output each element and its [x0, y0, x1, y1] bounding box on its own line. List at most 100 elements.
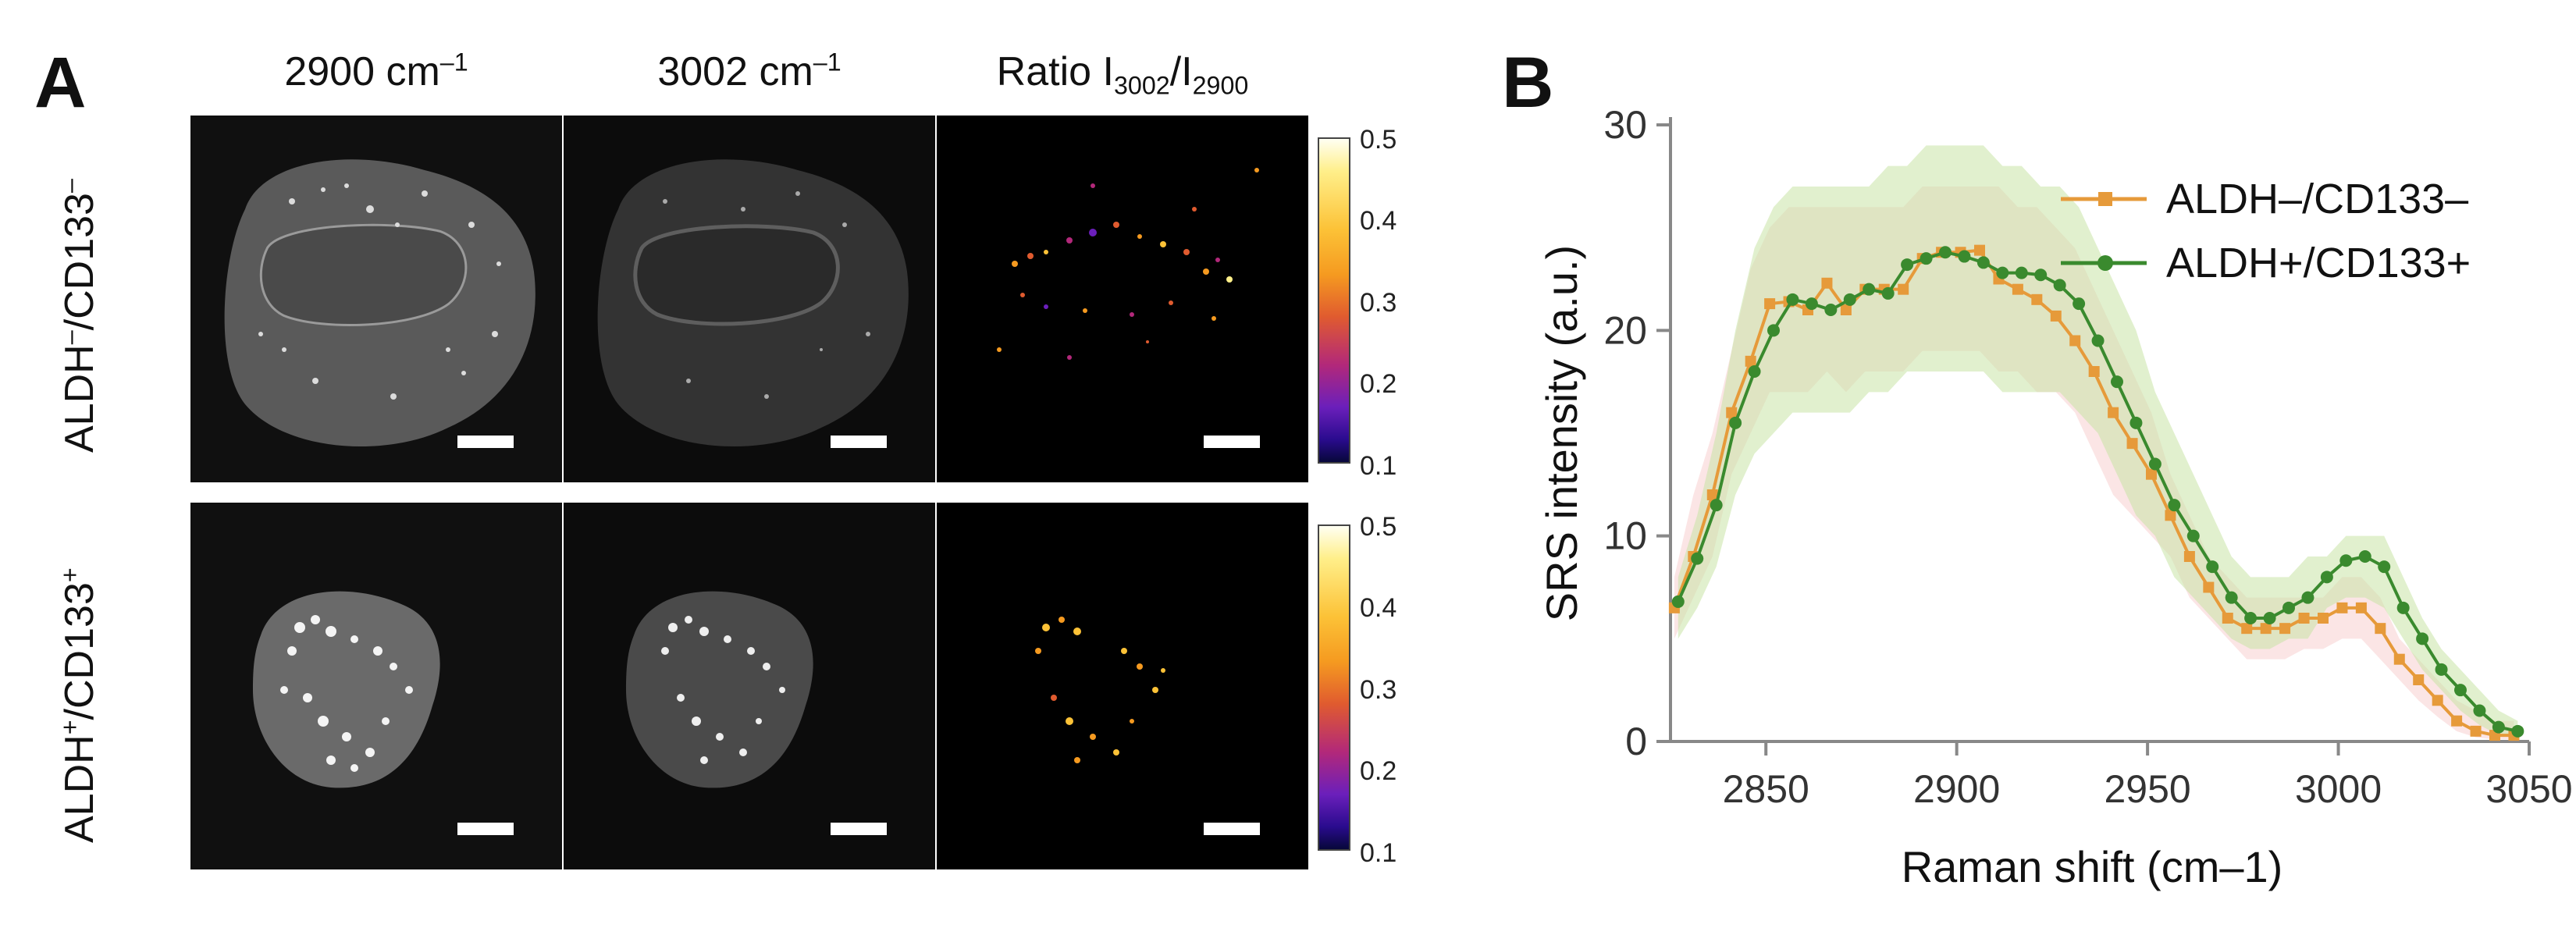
data-point-circle — [1805, 297, 1818, 311]
image-tile-negative-ratio — [937, 116, 1308, 482]
column-heading-2900-text: 2900 cm — [284, 49, 440, 94]
data-point-circle — [2435, 663, 2448, 676]
data-point-circle — [1691, 552, 1704, 565]
data-point-square — [2355, 602, 2367, 613]
image-negative-3002 — [564, 116, 935, 482]
data-point-square — [2183, 551, 2195, 562]
column-heading-3002-sup: –1 — [813, 48, 841, 76]
data-point-circle — [1939, 246, 1952, 259]
data-point-square — [2241, 623, 2253, 635]
colorbar-bottom-tick: 0.4 — [1360, 593, 1397, 623]
data-point-circle — [1748, 365, 1761, 378]
data-point-square — [2470, 725, 2482, 737]
column-heading-2900-sup: –1 — [439, 48, 468, 76]
data-point-circle — [2168, 499, 2181, 512]
data-point-square — [2069, 335, 2081, 347]
data-point-square — [2108, 407, 2119, 418]
data-point-circle — [2034, 268, 2048, 282]
data-point-circle — [1824, 304, 1838, 316]
data-point-square — [2088, 366, 2100, 377]
data-point-circle — [1958, 250, 1971, 263]
data-point-square — [2451, 715, 2463, 727]
column-heading-3002-text: 3002 cm — [657, 49, 813, 94]
column-heading-ratio-sub2: 2900 — [1192, 71, 1249, 100]
row-heading-negative-sup2: – — [55, 179, 84, 194]
data-point-circle — [2091, 334, 2105, 347]
legend-label-0: ALDH–/CD133– — [2166, 176, 2468, 222]
image-tile-positive-2900 — [190, 503, 562, 869]
data-point-circle — [1767, 324, 1780, 337]
data-point-circle — [2492, 720, 2505, 734]
image-negative-2900 — [190, 116, 562, 482]
colorbar-bottom-ticks: 0.5 0.4 0.3 0.2 0.1 — [1360, 514, 1422, 866]
data-point-circle — [1920, 252, 1933, 265]
row-heading-negative-sup1: – — [55, 330, 84, 345]
x-tick-label: 2950 — [2104, 767, 2190, 811]
image-positive-3002 — [564, 503, 935, 869]
colorbar-bottom-tick: 0.5 — [1360, 512, 1397, 542]
column-heading-ratio-mid: /I — [1169, 49, 1193, 94]
data-point-circle — [2129, 416, 2143, 429]
data-point-circle — [1976, 256, 1990, 269]
data-point-circle — [2015, 266, 2028, 279]
data-point-circle — [2320, 571, 2333, 584]
data-point-square — [2222, 613, 2233, 624]
data-point-circle — [1863, 283, 1876, 296]
data-point-circle — [1843, 293, 1856, 306]
data-point-square — [2393, 653, 2405, 665]
panel-a-letter: A — [34, 43, 87, 123]
row-heading-positive: ALDH+/CD133+ — [55, 500, 106, 843]
colorbar-bottom-tick: 0.1 — [1360, 838, 1397, 868]
data-point-circle — [2111, 375, 2123, 389]
panel-b-letter: B — [1502, 43, 1554, 123]
data-point-square — [1745, 355, 1756, 367]
data-point-square — [2432, 695, 2443, 706]
data-point-square — [1974, 244, 1985, 256]
data-point-circle — [2148, 457, 2161, 471]
legend-marker-0 — [2098, 192, 2112, 206]
colorbar-top-ticks: 0.5 0.4 0.3 0.2 0.1 — [1360, 126, 1422, 479]
data-point-square — [1764, 298, 1776, 310]
y-tick-label: 30 — [1603, 103, 1647, 147]
row-heading-positive-sup1: + — [55, 720, 84, 735]
data-point-square — [2336, 602, 2348, 613]
image-tile-negative-3002 — [564, 116, 935, 482]
colorbar-top-tick: 0.4 — [1360, 206, 1397, 236]
x-tick-label: 3000 — [2295, 767, 2382, 811]
data-point-circle — [2282, 601, 2295, 614]
column-heading-3002: 3002 cm–1 — [564, 49, 935, 94]
image-positive-2900 — [190, 503, 562, 869]
data-point-square — [2203, 581, 2215, 593]
colorbar-top-tick: 0.3 — [1360, 288, 1397, 318]
data-point-square — [2050, 310, 2062, 322]
data-point-circle — [1901, 258, 1914, 272]
spectrum-chart-svg: 0 10 20 30 2850 2900 2950 3000 3050 Raman shift (… — [1537, 103, 2573, 891]
colorbar-top-tick: 0.1 — [1360, 451, 1397, 481]
data-point-circle — [2511, 724, 2524, 738]
data-point-circle — [2186, 529, 2200, 542]
y-axis-label: SRS intensity (a.u.) — [1537, 245, 1586, 621]
row-heading-negative-pre: ALDH — [57, 344, 102, 453]
data-point-circle — [2416, 632, 2429, 645]
row-heading-negative: ALDH–/CD133– — [55, 109, 106, 453]
data-point-circle — [2454, 684, 2467, 697]
data-point-circle — [2244, 612, 2258, 624]
image-positive-ratio — [937, 503, 1308, 869]
column-heading-ratio-text: Ratio I — [996, 49, 1114, 94]
data-point-circle — [2225, 591, 2238, 604]
data-point-square — [2031, 293, 2043, 305]
colorbar-top-tick: 0.2 — [1360, 369, 1397, 399]
image-tile-negative-2900 — [190, 116, 562, 482]
data-point-circle — [1881, 286, 1895, 300]
legend-marker-1 — [2097, 255, 2113, 271]
column-heading-ratio: Ratio I3002/I2900 — [937, 49, 1308, 98]
data-point-circle — [2358, 550, 2371, 563]
data-point-circle — [2339, 554, 2353, 567]
colorbar-top-tick: 0.5 — [1360, 125, 1397, 155]
x-tick-label: 2850 — [1723, 767, 1809, 811]
column-heading-ratio-sub1: 3002 — [1113, 71, 1170, 100]
legend-label-1: ALDH+/CD133+ — [2166, 240, 2471, 286]
data-point-circle — [2206, 560, 2219, 574]
y-tick-label: 0 — [1625, 720, 1647, 763]
data-point-square — [1821, 277, 1833, 289]
